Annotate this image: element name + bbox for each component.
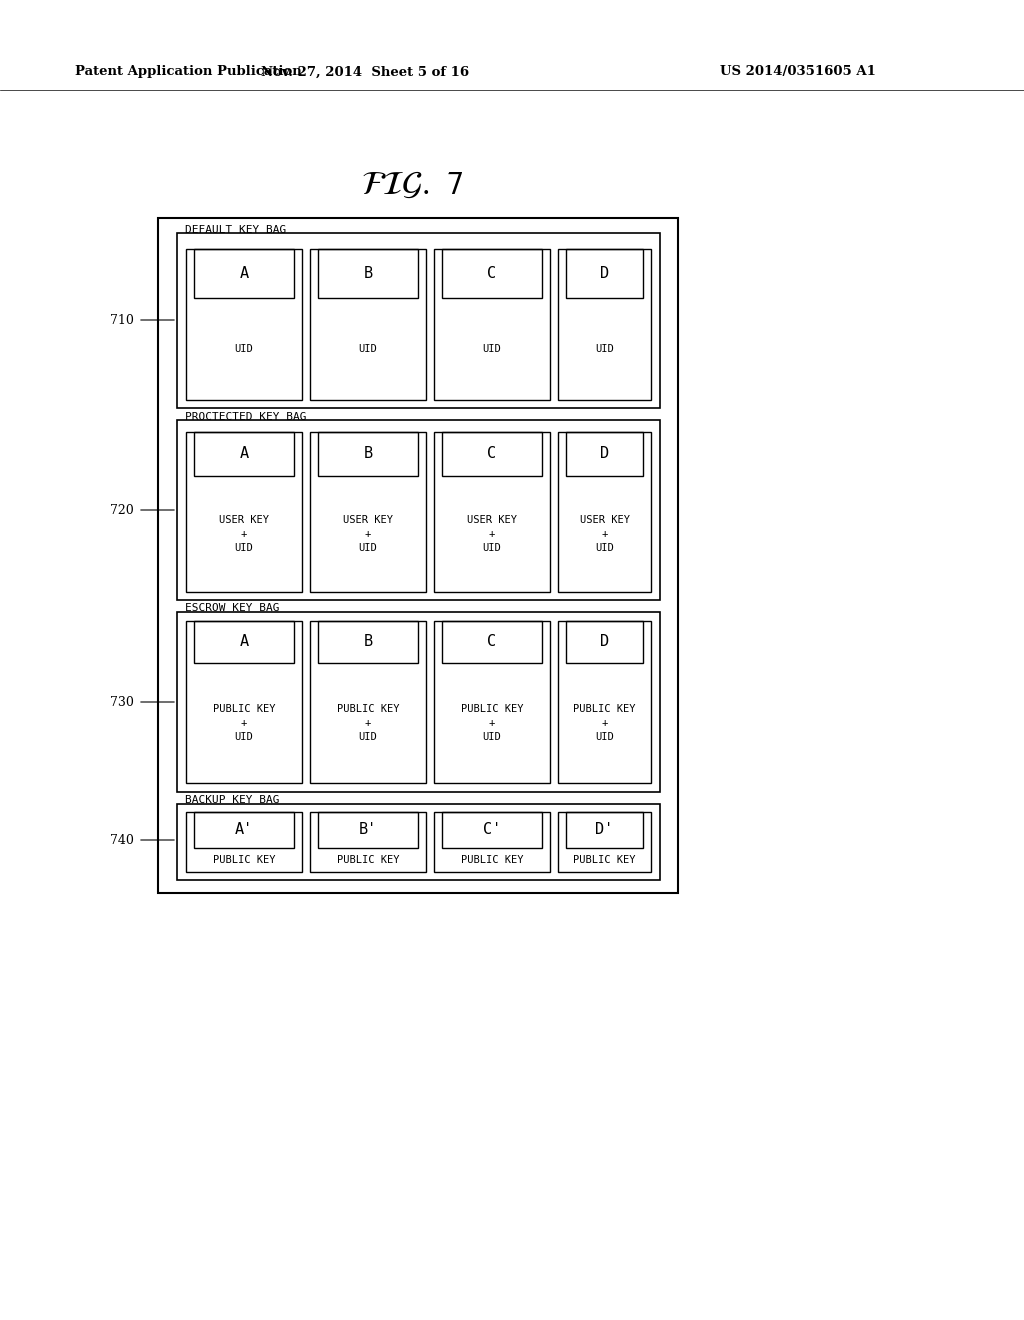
Text: D: D bbox=[600, 446, 609, 462]
Text: PUBLIC KEY: PUBLIC KEY bbox=[213, 855, 275, 865]
Text: PUBLIC KEY: PUBLIC KEY bbox=[573, 855, 636, 865]
Text: UID: UID bbox=[234, 345, 253, 354]
Text: A': A' bbox=[234, 822, 253, 837]
Text: A: A bbox=[240, 635, 249, 649]
Text: USER KEY
+
UID: USER KEY + UID bbox=[219, 515, 269, 553]
Text: C: C bbox=[487, 635, 497, 649]
Text: PUBLIC KEY: PUBLIC KEY bbox=[337, 855, 399, 865]
Text: PUBLIC KEY: PUBLIC KEY bbox=[461, 855, 523, 865]
Text: US 2014/0351605 A1: US 2014/0351605 A1 bbox=[720, 66, 876, 78]
Text: 740: 740 bbox=[111, 833, 134, 846]
Text: D: D bbox=[600, 267, 609, 281]
Text: B: B bbox=[364, 267, 373, 281]
Text: 720: 720 bbox=[111, 503, 134, 516]
Text: PUBLIC KEY
+
UID: PUBLIC KEY + UID bbox=[213, 704, 275, 742]
Text: B: B bbox=[364, 446, 373, 462]
Text: USER KEY
+
UID: USER KEY + UID bbox=[343, 515, 393, 553]
Text: USER KEY
+
UID: USER KEY + UID bbox=[467, 515, 517, 553]
Text: PROCTECTED KEY BAG: PROCTECTED KEY BAG bbox=[185, 412, 306, 422]
Text: UID: UID bbox=[482, 345, 502, 354]
Text: USER KEY
+
UID: USER KEY + UID bbox=[580, 515, 630, 553]
Text: $\mathcal{FIG.}\ \mathcal{7}$: $\mathcal{FIG.}\ \mathcal{7}$ bbox=[360, 169, 464, 201]
Text: ESCROW KEY BAG: ESCROW KEY BAG bbox=[185, 603, 280, 612]
Text: B': B' bbox=[358, 822, 377, 837]
Text: B: B bbox=[364, 635, 373, 649]
Text: DEFAULT KEY BAG: DEFAULT KEY BAG bbox=[185, 224, 287, 235]
Text: D': D' bbox=[595, 822, 613, 837]
Text: BACKUP KEY BAG: BACKUP KEY BAG bbox=[185, 795, 280, 805]
Text: PUBLIC KEY
+
UID: PUBLIC KEY + UID bbox=[337, 704, 399, 742]
Text: C: C bbox=[487, 446, 497, 462]
Text: A: A bbox=[240, 267, 249, 281]
Text: PUBLIC KEY
+
UID: PUBLIC KEY + UID bbox=[573, 704, 636, 742]
Text: D: D bbox=[600, 635, 609, 649]
Text: UID: UID bbox=[595, 345, 613, 354]
Text: Nov. 27, 2014  Sheet 5 of 16: Nov. 27, 2014 Sheet 5 of 16 bbox=[261, 66, 469, 78]
Text: UID: UID bbox=[358, 345, 378, 354]
Text: C': C' bbox=[483, 822, 501, 837]
Text: 710: 710 bbox=[111, 314, 134, 326]
Text: C: C bbox=[487, 267, 497, 281]
Text: 730: 730 bbox=[111, 696, 134, 709]
Text: A: A bbox=[240, 446, 249, 462]
Text: PUBLIC KEY
+
UID: PUBLIC KEY + UID bbox=[461, 704, 523, 742]
Text: Patent Application Publication: Patent Application Publication bbox=[75, 66, 302, 78]
